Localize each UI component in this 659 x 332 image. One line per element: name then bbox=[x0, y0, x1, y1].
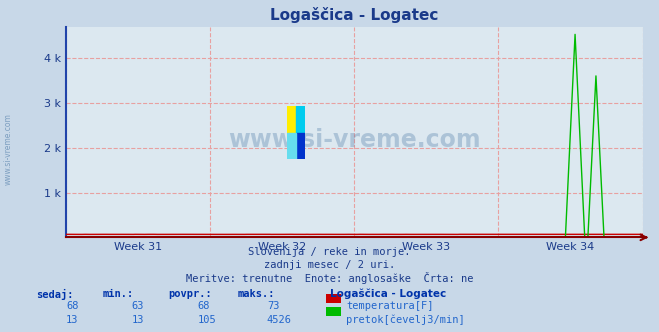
Bar bbox=[296, 106, 305, 133]
Text: min.:: min.: bbox=[102, 289, 133, 299]
Bar bbox=[296, 133, 305, 159]
Text: 13: 13 bbox=[132, 315, 144, 325]
Bar bbox=[287, 106, 296, 133]
Text: 4526: 4526 bbox=[267, 315, 292, 325]
Text: 105: 105 bbox=[198, 315, 216, 325]
Text: 63: 63 bbox=[132, 301, 144, 311]
Text: sedaj:: sedaj: bbox=[36, 289, 74, 300]
Text: Logaščica - Logatec: Logaščica - Logatec bbox=[330, 289, 445, 299]
Text: Slovenija / reke in morje.: Slovenija / reke in morje. bbox=[248, 247, 411, 257]
Text: pretok[čevelj3/min]: pretok[čevelj3/min] bbox=[346, 315, 465, 325]
Text: zadnji mesec / 2 uri.: zadnji mesec / 2 uri. bbox=[264, 260, 395, 270]
Text: www.si-vreme.com: www.si-vreme.com bbox=[228, 128, 480, 152]
Text: povpr.:: povpr.: bbox=[168, 289, 212, 299]
Text: 68: 68 bbox=[66, 301, 78, 311]
Title: Logaščica - Logatec: Logaščica - Logatec bbox=[270, 7, 438, 23]
Text: Meritve: trenutne  Enote: anglosaške  Črta: ne: Meritve: trenutne Enote: anglosaške Črta… bbox=[186, 272, 473, 284]
Bar bbox=[287, 133, 296, 159]
Text: maks.:: maks.: bbox=[237, 289, 275, 299]
Text: www.si-vreme.com: www.si-vreme.com bbox=[3, 114, 13, 185]
Text: temperatura[F]: temperatura[F] bbox=[346, 301, 434, 311]
Text: 13: 13 bbox=[66, 315, 78, 325]
Text: 73: 73 bbox=[267, 301, 279, 311]
Text: 68: 68 bbox=[198, 301, 210, 311]
